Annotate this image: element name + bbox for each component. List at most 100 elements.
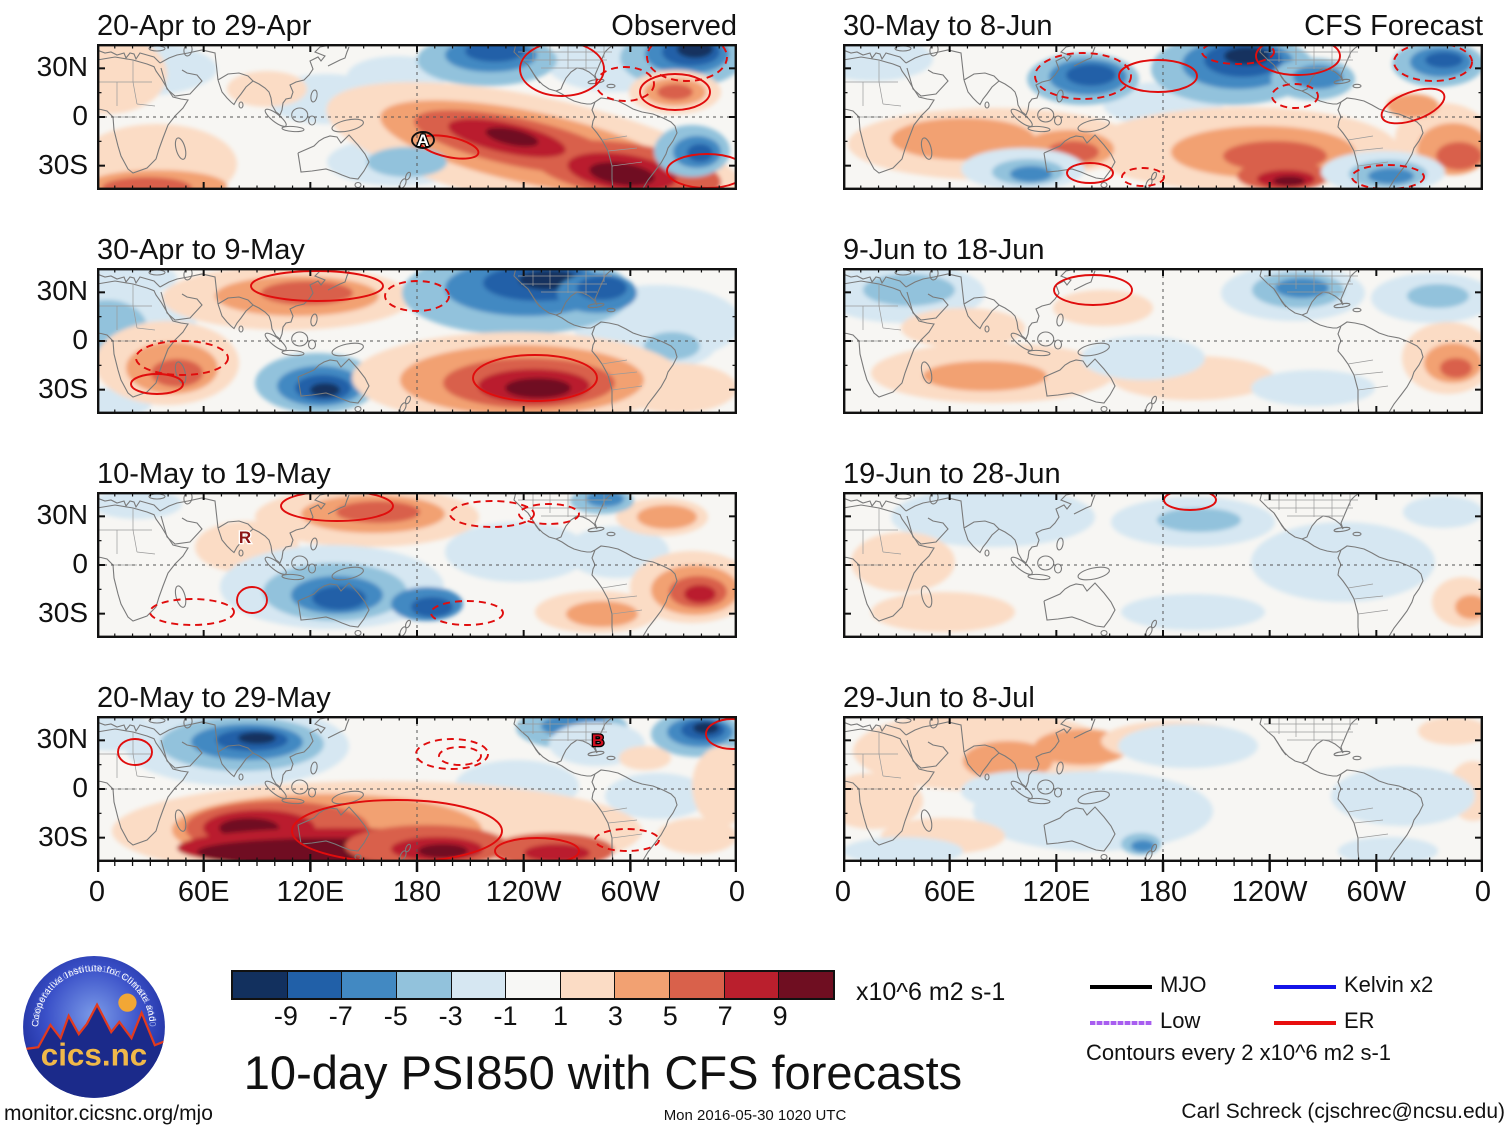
panel-title: 19-Jun to 28-Jun	[843, 458, 1061, 490]
anomaly-shading	[97, 492, 737, 633]
map-frame	[97, 44, 737, 190]
y-axis-label: 30N	[36, 499, 88, 531]
y-axis-label: 30N	[36, 275, 88, 307]
legend-label: Kelvin x2	[1344, 972, 1434, 997]
panel-title-row: 20-May to 29-May	[97, 682, 737, 715]
wave-contours	[1034, 44, 1473, 190]
wave-contours	[411, 44, 737, 189]
y-axis-label: 0	[72, 548, 88, 579]
panel-title-row: 29-Jun to 8-Jul	[843, 682, 1483, 715]
event-marker-a: A	[417, 131, 429, 150]
coastlines	[97, 716, 678, 862]
main-title: 10-day PSI850 with CFS forecasts	[243, 1046, 963, 1099]
x-axis-ticks	[97, 861, 737, 872]
y-axis-label: 30S	[38, 596, 88, 628]
x-axis-label: 60E	[177, 876, 230, 908]
colorbar-segment	[396, 972, 452, 998]
panel-title-row: 30-Apr to 9-May	[97, 234, 737, 267]
wave-contours	[149, 492, 580, 626]
map-frame	[97, 716, 737, 862]
country-borders	[845, 716, 1389, 839]
colorbar-tick-label: 5	[662, 1001, 678, 1031]
panel-title-row: 19-Jun to 28-Jun	[843, 458, 1483, 491]
anomaly-shading	[843, 44, 1483, 190]
x-axis-label: 180	[392, 876, 442, 908]
y-axis-label: 0	[72, 100, 88, 131]
colorbar-segment	[779, 972, 834, 998]
logo-ridge-line	[23, 1002, 165, 1051]
cicsnc-logo: 1001001 0110100 1001011 0010011 0100110 …	[18, 952, 165, 1098]
x-axis-label: 120W	[485, 876, 562, 908]
legend-label: MJO	[1160, 972, 1207, 997]
logo-wordmark: cics.nc	[41, 1037, 148, 1072]
anomaly-shading	[97, 44, 737, 190]
x-axis-label: 120E	[1022, 876, 1091, 908]
x-axis-label: 0	[1474, 876, 1492, 908]
logo-mountains	[23, 1004, 165, 1098]
panel-title: 9-Jun to 18-Jun	[843, 234, 1045, 266]
map-frame	[97, 268, 737, 414]
map-panel-fcst-3	[843, 492, 1483, 638]
panel-title: 20-May to 29-May	[97, 682, 331, 714]
country-borders	[845, 268, 1389, 391]
colorbar-tick-label: -9	[273, 1001, 298, 1031]
colorbar-segment	[451, 972, 507, 998]
logo-sun-icon	[118, 993, 137, 1012]
x-axis-label: 60E	[923, 876, 976, 908]
y-axis-label: 0	[72, 324, 88, 355]
colorbar-segment	[287, 972, 343, 998]
map-panel-obs-2	[97, 268, 737, 414]
y-axis-label: 30N	[36, 723, 88, 755]
legend-line-low	[1090, 1021, 1152, 1025]
colorbar-tick-label: 1	[552, 1001, 568, 1031]
x-axis-label: 120E	[276, 876, 345, 908]
colorbar-segment	[615, 972, 671, 998]
colorbar-tick-label: -7	[328, 1001, 353, 1031]
wave-contours	[117, 718, 737, 862]
x-axis-label: 0	[88, 876, 106, 908]
y-axis-label: 0	[72, 772, 88, 803]
y-axis-label: 30S	[38, 372, 88, 404]
coastlines	[843, 492, 1424, 638]
colorbar-segment	[233, 972, 288, 998]
coastlines	[843, 268, 1424, 414]
anomaly-shading	[843, 716, 1483, 862]
colorbar-segment	[560, 972, 616, 998]
colorbar-tick-label: -3	[438, 1001, 463, 1031]
x-axis-label: 0	[834, 876, 852, 908]
colorbar-tick-label: 3	[607, 1001, 623, 1031]
map-panel-obs-3: R	[97, 492, 737, 638]
x-axis-ticks	[843, 861, 1483, 872]
panel-title-row: 30-May to 8-Jun CFS Forecast	[843, 10, 1483, 43]
colorbar-tick-label: 7	[717, 1001, 733, 1031]
colorbar-tick-label: -5	[383, 1001, 408, 1031]
colorbar-segment	[670, 972, 725, 998]
legend-contour-note: Contours every 2 x10^6 m2 s-1	[1086, 1040, 1392, 1065]
map-frame	[843, 268, 1483, 414]
colorbar-units: x10^6 m2 s-1	[856, 978, 1006, 1006]
coastlines	[97, 492, 678, 638]
map-panel-obs-4: B	[97, 716, 737, 862]
map-panel-fcst-1	[843, 44, 1483, 190]
legend-line-kelvin-x2	[1274, 985, 1336, 989]
legend-label: Low	[1160, 1008, 1201, 1033]
map-panel-fcst-2	[843, 268, 1483, 414]
colorbar-segment	[724, 972, 780, 998]
coastlines	[843, 716, 1424, 862]
country-borders	[845, 44, 1389, 167]
x-axis-label: 60W	[1346, 876, 1407, 908]
panel-title: 30-May to 8-Jun	[843, 10, 1053, 42]
y-axis-label: 30S	[38, 148, 88, 180]
map-panel-fcst-4	[843, 716, 1483, 862]
map-frame	[843, 492, 1483, 638]
column-heading: Observed	[611, 10, 737, 42]
wave-contours	[130, 270, 598, 402]
x-axis-label: 0	[728, 876, 746, 908]
coastlines	[97, 44, 678, 190]
anomaly-shading	[843, 268, 1483, 406]
panel-title-row: 10-May to 19-May	[97, 458, 737, 491]
country-borders	[99, 44, 643, 167]
colorbar	[231, 970, 835, 1000]
country-borders	[99, 492, 643, 615]
